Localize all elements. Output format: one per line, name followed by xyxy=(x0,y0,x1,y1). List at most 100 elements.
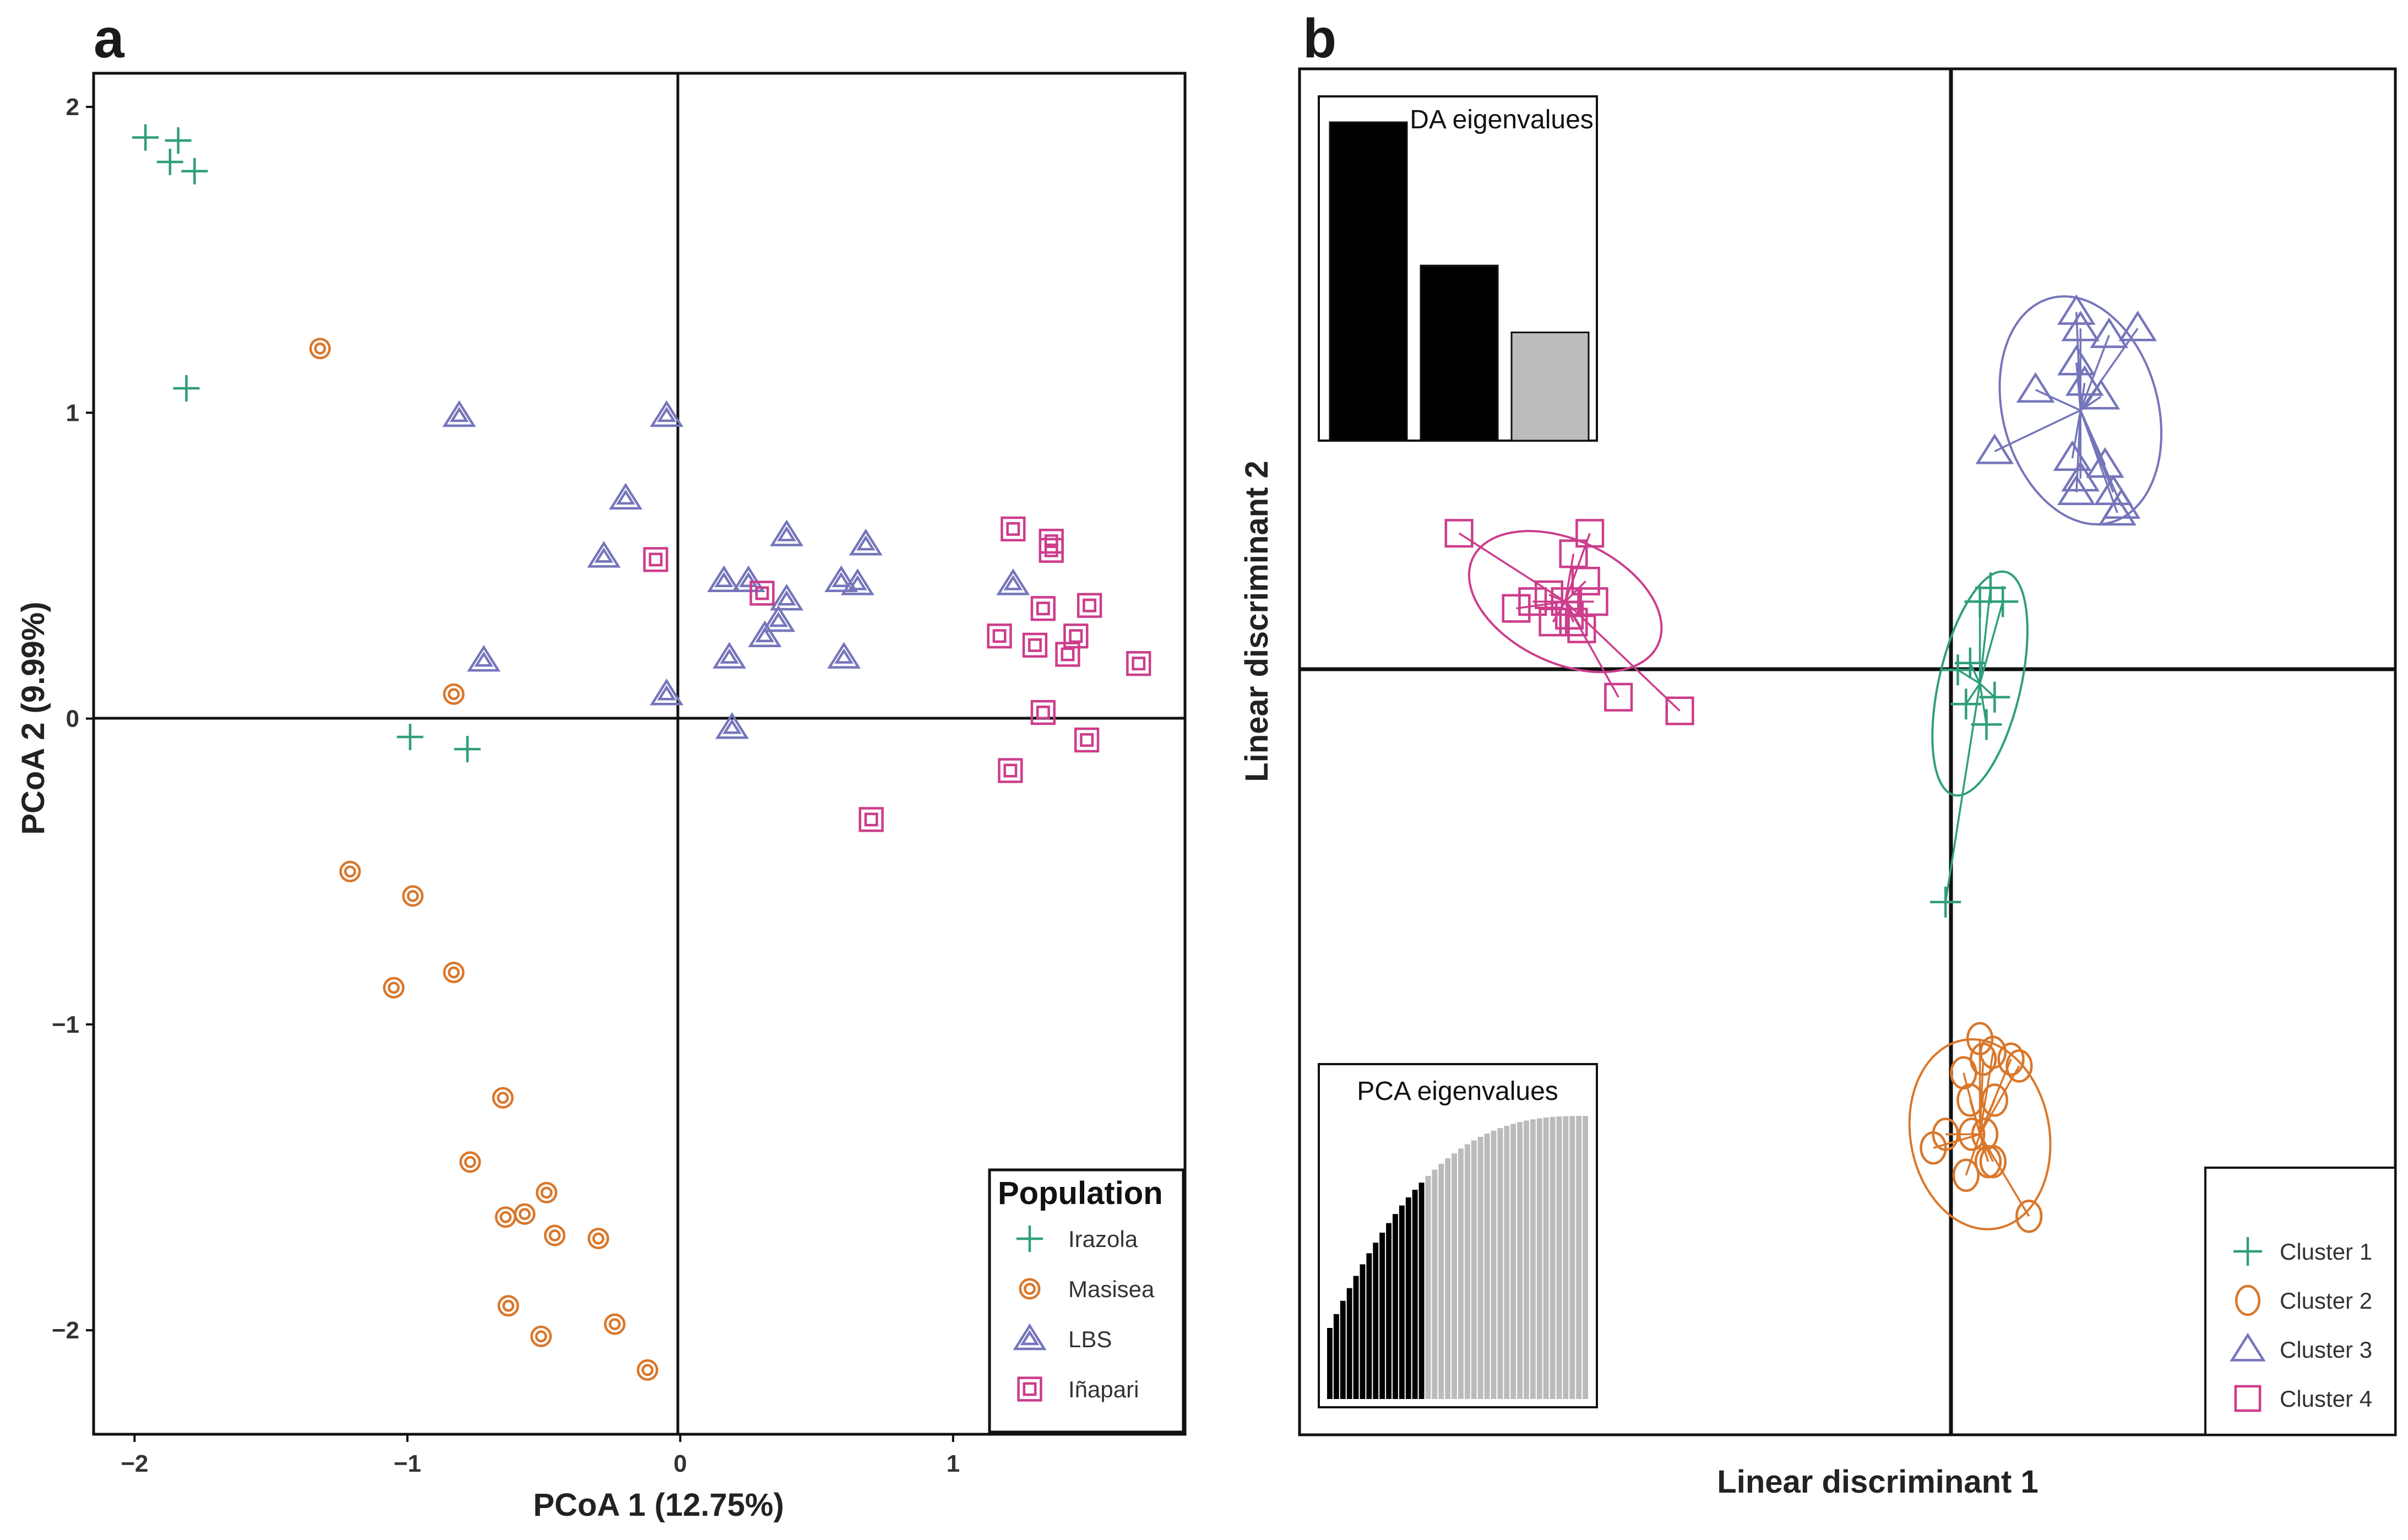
point-i-apari xyxy=(1126,651,1151,676)
point-i-apari xyxy=(1022,632,1048,658)
point-masisea xyxy=(497,1295,519,1317)
cluster-3-link xyxy=(2035,389,2081,411)
pca-eigenvalue-bar xyxy=(1530,1119,1536,1399)
cluster-2-group xyxy=(1908,1022,2052,1233)
cluster-3-group xyxy=(1975,294,2163,526)
cluster-1-ellipse xyxy=(1931,570,2029,797)
legend-marker-masisea xyxy=(1019,1278,1041,1300)
point-lbs xyxy=(770,583,804,611)
legend-label: Masisea xyxy=(1068,1276,1155,1302)
pca-eigenvalue-bar xyxy=(1333,1314,1339,1399)
cluster-2-link xyxy=(1965,1134,1981,1176)
pca-eigenvalue-bar xyxy=(1536,1118,1542,1399)
point-masisea xyxy=(339,860,361,882)
point-masisea xyxy=(443,961,465,984)
cluster-1-link xyxy=(1969,663,1981,684)
point-i-apari xyxy=(643,547,668,572)
legend-label: Iñapari xyxy=(1068,1376,1139,1402)
legend-label: Cluster 4 xyxy=(2280,1386,2372,1412)
point-lbs xyxy=(840,568,874,595)
cluster-1-point xyxy=(1975,572,2006,604)
panel-a-letter: a xyxy=(94,8,125,69)
legend-marker-i-apari xyxy=(1017,1376,1042,1402)
point-masisea xyxy=(309,338,331,360)
cluster-2-point xyxy=(1920,1131,1947,1165)
point-i-apari xyxy=(1074,727,1100,753)
point-lbs xyxy=(827,642,861,669)
legend-label: LBS xyxy=(1068,1326,1112,1352)
point-i-apari xyxy=(749,581,775,606)
cluster-1-point xyxy=(1987,586,2019,617)
cluster-2-ellipse xyxy=(1908,1038,2052,1230)
cluster-4-point xyxy=(1539,608,1568,637)
pca-eigenvalue-bar xyxy=(1477,1136,1483,1399)
cluster-4-point xyxy=(1665,696,1694,725)
point-irazola xyxy=(165,127,192,154)
cluster-2-point xyxy=(1952,1158,1980,1192)
pca-eigenvalue-bar xyxy=(1569,1116,1575,1399)
pca-eigenvalue-bar xyxy=(1412,1190,1418,1399)
pca-eigenvalue-bar xyxy=(1379,1232,1385,1399)
point-masisea xyxy=(492,1087,514,1109)
pca-eigenvalue-bar xyxy=(1497,1128,1503,1399)
cluster-1-link xyxy=(1978,601,2004,684)
pca-eigenvalue-bar xyxy=(1464,1144,1470,1399)
point-lbs xyxy=(731,565,765,593)
point-lbs xyxy=(467,644,501,672)
point-lbs xyxy=(707,565,741,593)
da-eigenvalues-inset: DA eigenvalues xyxy=(1318,95,1598,442)
pca-eigenvalue-bar xyxy=(1360,1264,1366,1399)
point-masisea xyxy=(604,1313,626,1335)
point-i-apari xyxy=(998,758,1023,783)
point-masisea xyxy=(588,1228,610,1250)
point-lbs xyxy=(608,482,643,510)
cluster-3-point xyxy=(2061,310,2100,341)
da-eigenvalue-bar xyxy=(1420,264,1499,442)
panel-b-x-axis-title: Linear discriminant 1 xyxy=(1717,1464,2038,1500)
pca-eigenvalue-bar xyxy=(1491,1130,1497,1399)
pca-eigenvalue-bar xyxy=(1393,1214,1398,1399)
cluster-4-group xyxy=(1444,519,1694,725)
pca-eigenvalue-bar xyxy=(1327,1328,1333,1399)
cluster-3-link xyxy=(2075,362,2081,411)
point-lbs xyxy=(762,605,796,632)
point-irazola xyxy=(132,124,159,151)
point-i-apari xyxy=(1063,623,1089,649)
cluster-1-point xyxy=(1950,688,1982,720)
pca-eigenvalue-bar xyxy=(1386,1223,1391,1399)
point-lbs xyxy=(650,678,684,706)
pca-eigenvalue-bar xyxy=(1517,1122,1523,1399)
pca-inset-title: PCA eigenvalues xyxy=(1357,1077,1558,1106)
panel-b-y-axis-title: Linear discriminant 2 xyxy=(1239,460,1275,782)
point-lbs xyxy=(748,620,782,647)
cluster-1-link xyxy=(1965,683,1981,705)
point-masisea xyxy=(637,1359,659,1381)
pca-eigenvalue-bar xyxy=(1458,1148,1464,1399)
pca-eigenvalue-bar xyxy=(1399,1205,1405,1399)
legend-marker-lbs xyxy=(1013,1323,1047,1351)
y-tick-label: 0 xyxy=(66,706,79,733)
cluster-4-link xyxy=(1564,600,1681,712)
panel-a-x-axis-title: PCoA 1 (12.75%) xyxy=(533,1487,784,1523)
cluster-2-point xyxy=(2015,1199,2043,1233)
cluster-3-point xyxy=(2057,474,2096,506)
cluster-1-point xyxy=(1930,886,1961,918)
legend-marker-cluster-2 xyxy=(2235,1284,2261,1316)
da-eigenvalue-bar xyxy=(1510,331,1590,442)
cluster-4-point xyxy=(1571,566,1600,596)
cluster-3-ellipse xyxy=(1998,295,2163,525)
panel-a-legend-box xyxy=(988,1168,1185,1434)
point-i-apari xyxy=(1030,699,1056,725)
x-tick-label: −1 xyxy=(394,1450,421,1477)
pca-eigenvalue-bar xyxy=(1556,1116,1562,1399)
x-tick-label: 1 xyxy=(947,1450,960,1477)
cluster-1-point xyxy=(1979,681,2010,713)
cluster-2-point xyxy=(2005,1049,2033,1083)
cluster-2-point xyxy=(1979,1035,2007,1069)
cluster-3-link xyxy=(1994,409,2081,452)
legend-marker-irazola xyxy=(1017,1226,1043,1252)
panel-a-legend-title: Population xyxy=(998,1175,1163,1211)
pca-eigenvalue-bar xyxy=(1563,1116,1569,1399)
panel-a-x-axis: −2 −1 0 1 xyxy=(121,1434,960,1477)
